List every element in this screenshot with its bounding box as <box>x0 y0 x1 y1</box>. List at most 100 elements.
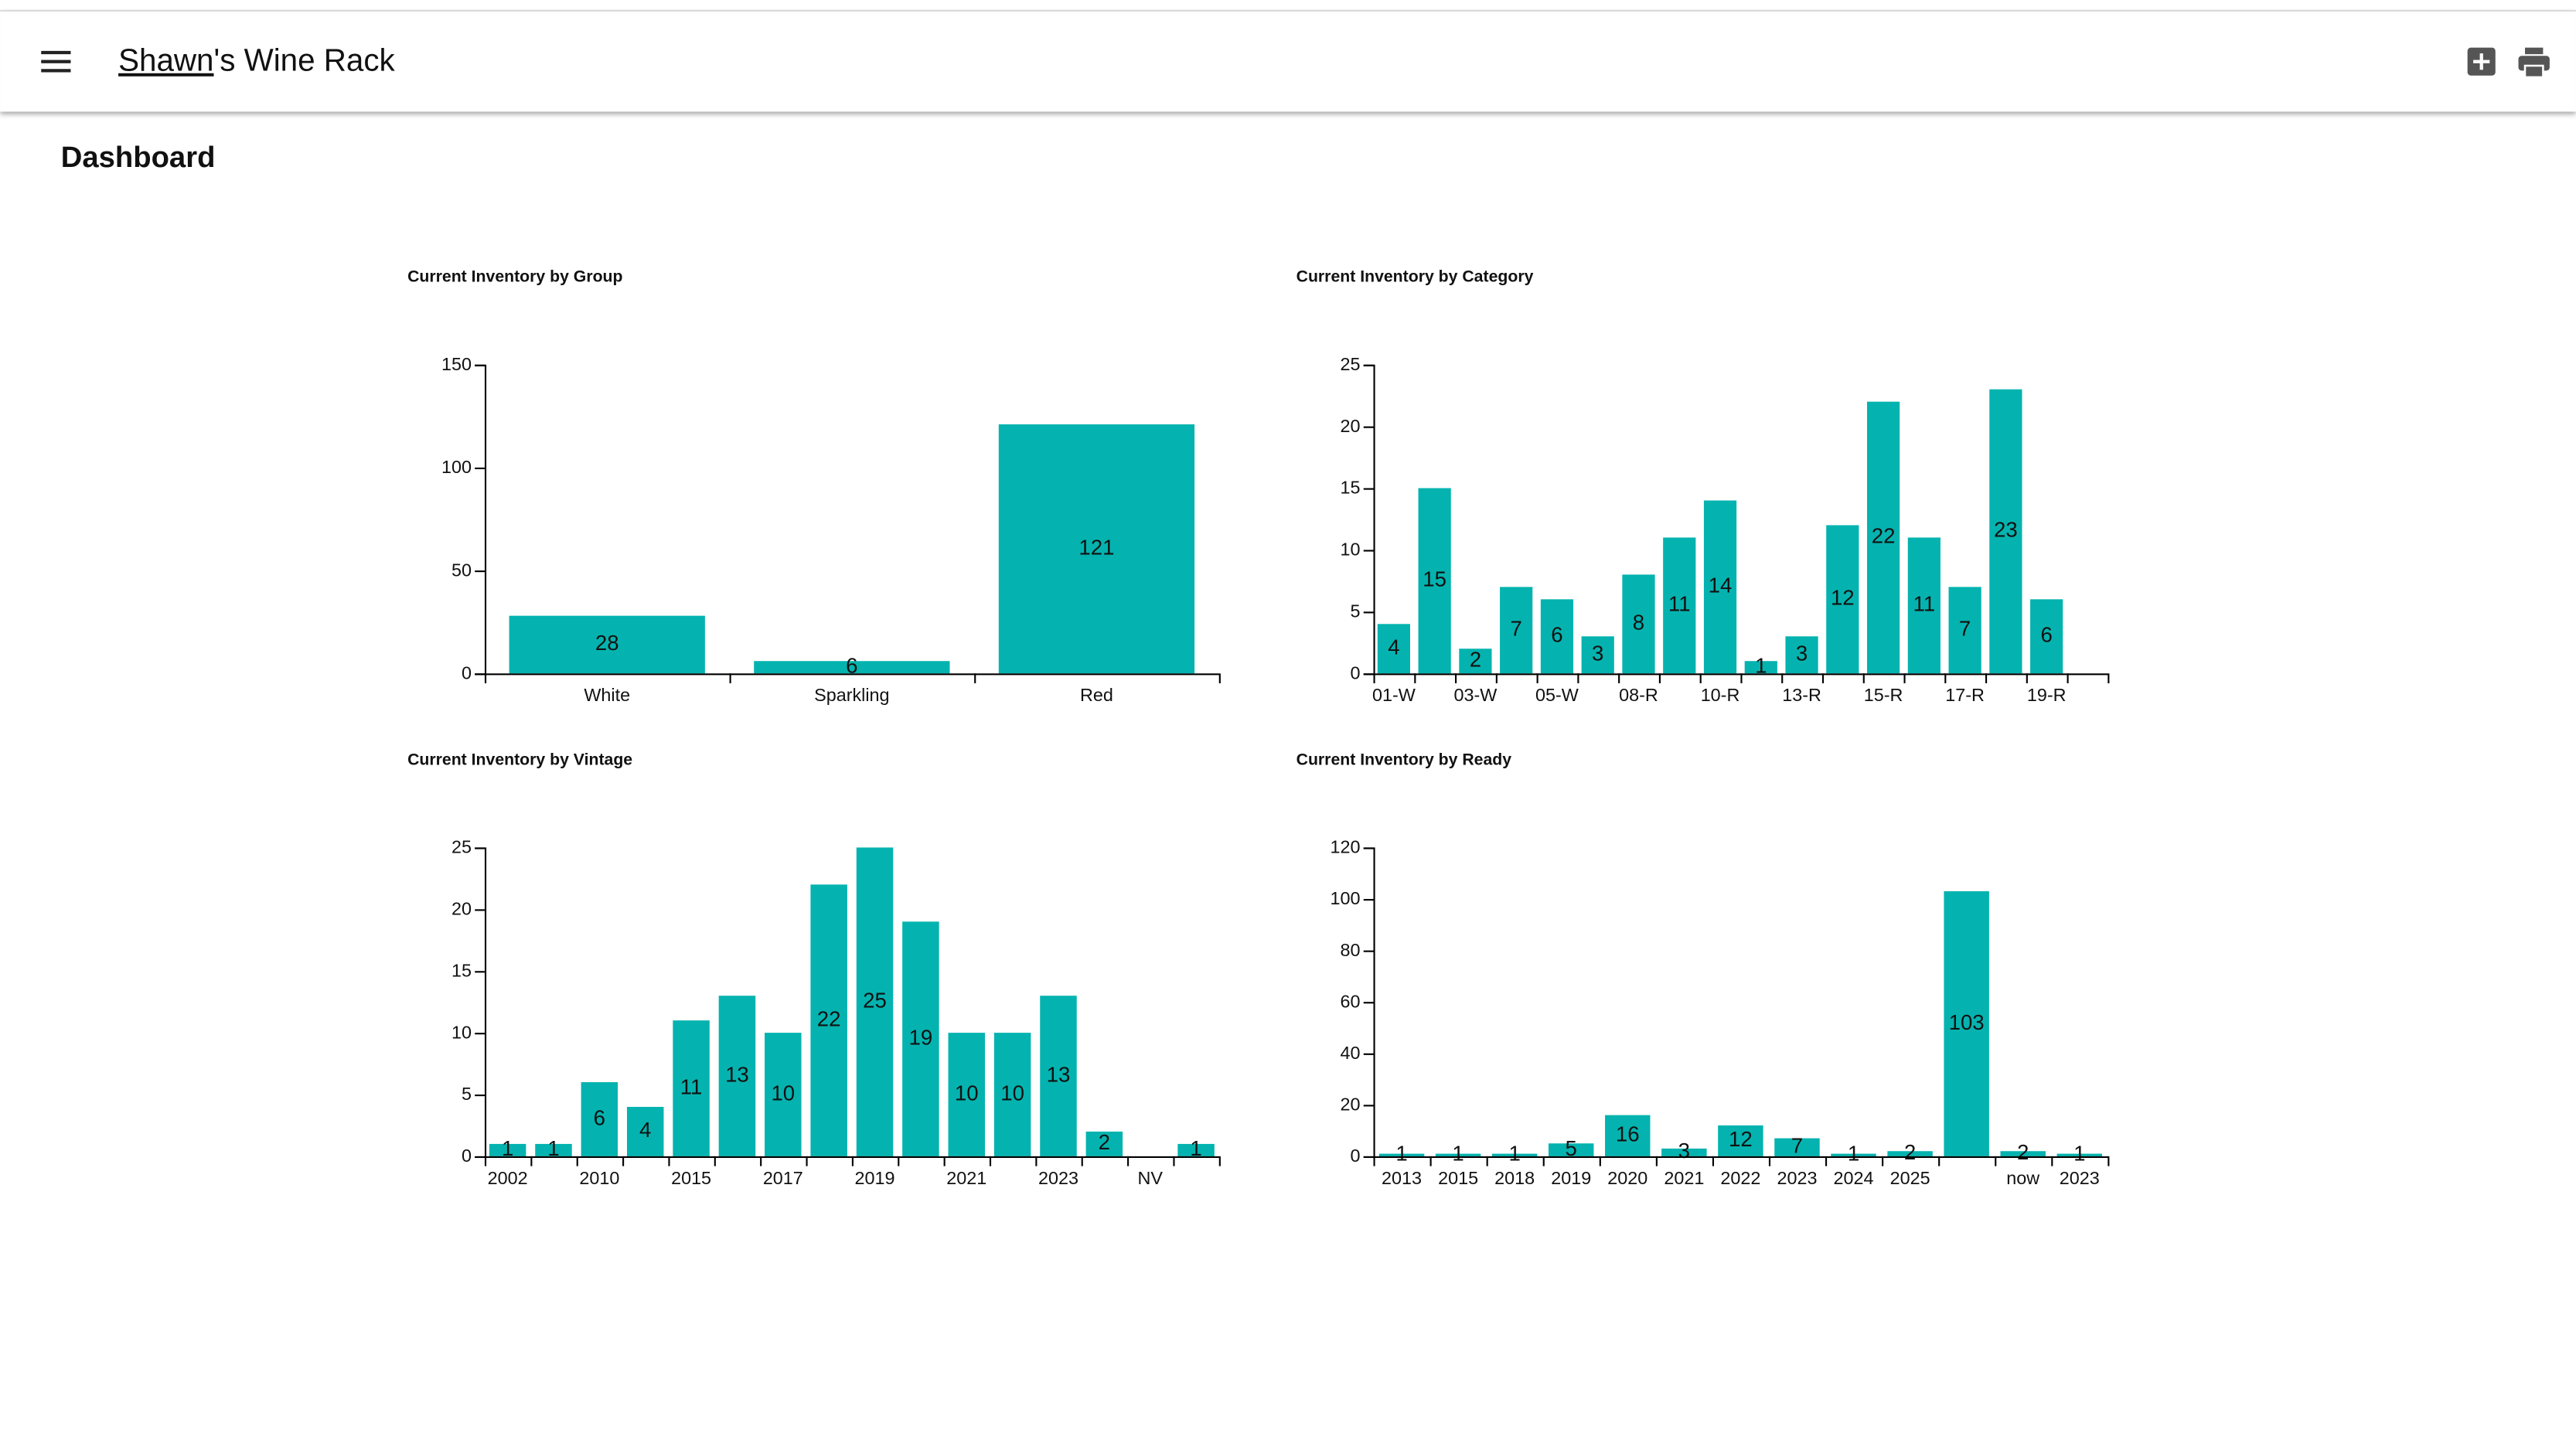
x-tick-label: 05-W <box>1535 685 1579 705</box>
x-tick-label: 2020 <box>1607 1168 1647 1188</box>
bar <box>902 921 939 1156</box>
bar <box>993 1033 1031 1156</box>
x-tick-label: 2017 <box>763 1168 803 1188</box>
data-label: 103 <box>1949 1010 1985 1034</box>
y-tick-label: 20 <box>1341 416 1361 436</box>
data-label: 4 <box>639 1118 651 1142</box>
menu-button[interactable] <box>41 50 71 73</box>
bar <box>1989 389 2022 674</box>
x-tick-label: 2022 <box>1720 1168 1760 1188</box>
app-title-rest: 's Wine Rack <box>214 42 396 77</box>
bar <box>673 1020 710 1156</box>
y-tick-label: 0 <box>1350 1146 1360 1166</box>
x-tick-label: NV <box>1137 1168 1163 1188</box>
data-label: 3 <box>1678 1139 1690 1163</box>
y-tick-label: 0 <box>1350 662 1360 683</box>
x-tick-label: Sparkling <box>814 685 889 705</box>
bar <box>1418 488 1451 674</box>
x-tick-label: 17-R <box>1945 685 1985 705</box>
bar <box>2000 1151 2046 1156</box>
data-label: 1 <box>2073 1142 2085 1166</box>
x-axis <box>484 673 1221 683</box>
x-tick-label: 2021 <box>946 1168 986 1188</box>
x-tick-label: 2018 <box>1494 1168 1535 1188</box>
bar <box>1177 1143 1215 1156</box>
y-tick-label: 40 <box>1341 1043 1361 1063</box>
bar <box>1663 537 1696 674</box>
app-title-link[interactable]: Shawn <box>118 42 213 77</box>
bar <box>2056 1153 2102 1156</box>
y-tick-label: 150 <box>441 354 472 374</box>
bar <box>1866 401 1900 674</box>
page-heading: Dashboard <box>61 141 216 174</box>
data-label: 1 <box>1508 1142 1520 1166</box>
data-label: 25 <box>863 988 887 1012</box>
y-tick-label: 25 <box>451 837 472 857</box>
bar <box>1826 525 1859 674</box>
data-label: 1 <box>1190 1136 1201 1160</box>
bar <box>1459 649 1492 674</box>
y-tick-label: 100 <box>441 457 472 477</box>
data-label: 1 <box>1452 1142 1463 1166</box>
bar <box>1605 1115 1651 1156</box>
data-label: 6 <box>2040 623 2052 647</box>
bar <box>581 1082 618 1156</box>
data-label: 22 <box>1872 524 1896 548</box>
data-label: 7 <box>1959 617 1971 641</box>
data-label: 2 <box>1904 1140 1916 1164</box>
data-label: 11 <box>1913 592 1936 616</box>
chart-title: Current Inventory by Group <box>407 267 622 286</box>
x-tick-label: 13-R <box>1782 685 1821 705</box>
data-label: 16 <box>1616 1122 1640 1146</box>
bar <box>1887 1151 1933 1156</box>
data-label: 1 <box>547 1136 559 1160</box>
data-label: 13 <box>725 1062 749 1086</box>
bar <box>1378 1153 1425 1156</box>
x-tick-label: 03-W <box>1454 685 1498 705</box>
bar <box>1548 1143 1594 1156</box>
bar <box>1718 1125 1763 1156</box>
data-label: 19 <box>909 1025 933 1049</box>
bar <box>626 1106 664 1156</box>
data-label: 2 <box>2017 1140 2029 1164</box>
bar <box>998 424 1195 674</box>
y-tick-label: 80 <box>1341 940 1361 960</box>
data-label: 1 <box>1395 1142 1407 1166</box>
data-label: 6 <box>594 1105 605 1129</box>
add-button[interactable] <box>2467 47 2496 76</box>
x-tick-label: 15-R <box>1864 685 1903 705</box>
bar <box>1948 587 1981 674</box>
data-label: 1 <box>502 1136 513 1160</box>
bar <box>535 1143 572 1156</box>
y-tick-label: 15 <box>451 960 472 980</box>
data-label: 2 <box>1470 648 1481 672</box>
data-label: 15 <box>1423 567 1446 591</box>
data-label: 3 <box>1796 642 1808 666</box>
bar <box>1500 587 1533 674</box>
data-label: 4 <box>1388 635 1399 659</box>
y-tick-label: 120 <box>1331 837 1361 857</box>
print-button[interactable] <box>2518 47 2550 79</box>
data-label: 2 <box>1099 1130 1110 1154</box>
bar <box>1435 1153 1481 1156</box>
data-label: 22 <box>817 1006 841 1030</box>
bar <box>1703 500 1737 674</box>
data-label: 12 <box>1729 1127 1753 1151</box>
x-tick-label: 2015 <box>671 1168 711 1188</box>
x-axis <box>1373 1156 2110 1166</box>
data-label: 6 <box>1551 623 1562 647</box>
bar <box>1622 574 1655 674</box>
x-tick-label: 2019 <box>855 1168 895 1188</box>
x-tick-label: now <box>2006 1168 2039 1188</box>
bar <box>1744 661 1777 674</box>
x-tick-label: Red <box>1080 685 1113 705</box>
data-label: 6 <box>846 653 857 677</box>
bar <box>1907 537 1941 674</box>
bar <box>1661 1148 1707 1156</box>
y-tick-label: 0 <box>462 1146 472 1166</box>
x-tick-label: 2010 <box>579 1168 619 1188</box>
data-label: 1 <box>1848 1142 1859 1166</box>
x-tick-label: 2023 <box>2060 1168 2100 1188</box>
data-label: 7 <box>1791 1134 1803 1158</box>
